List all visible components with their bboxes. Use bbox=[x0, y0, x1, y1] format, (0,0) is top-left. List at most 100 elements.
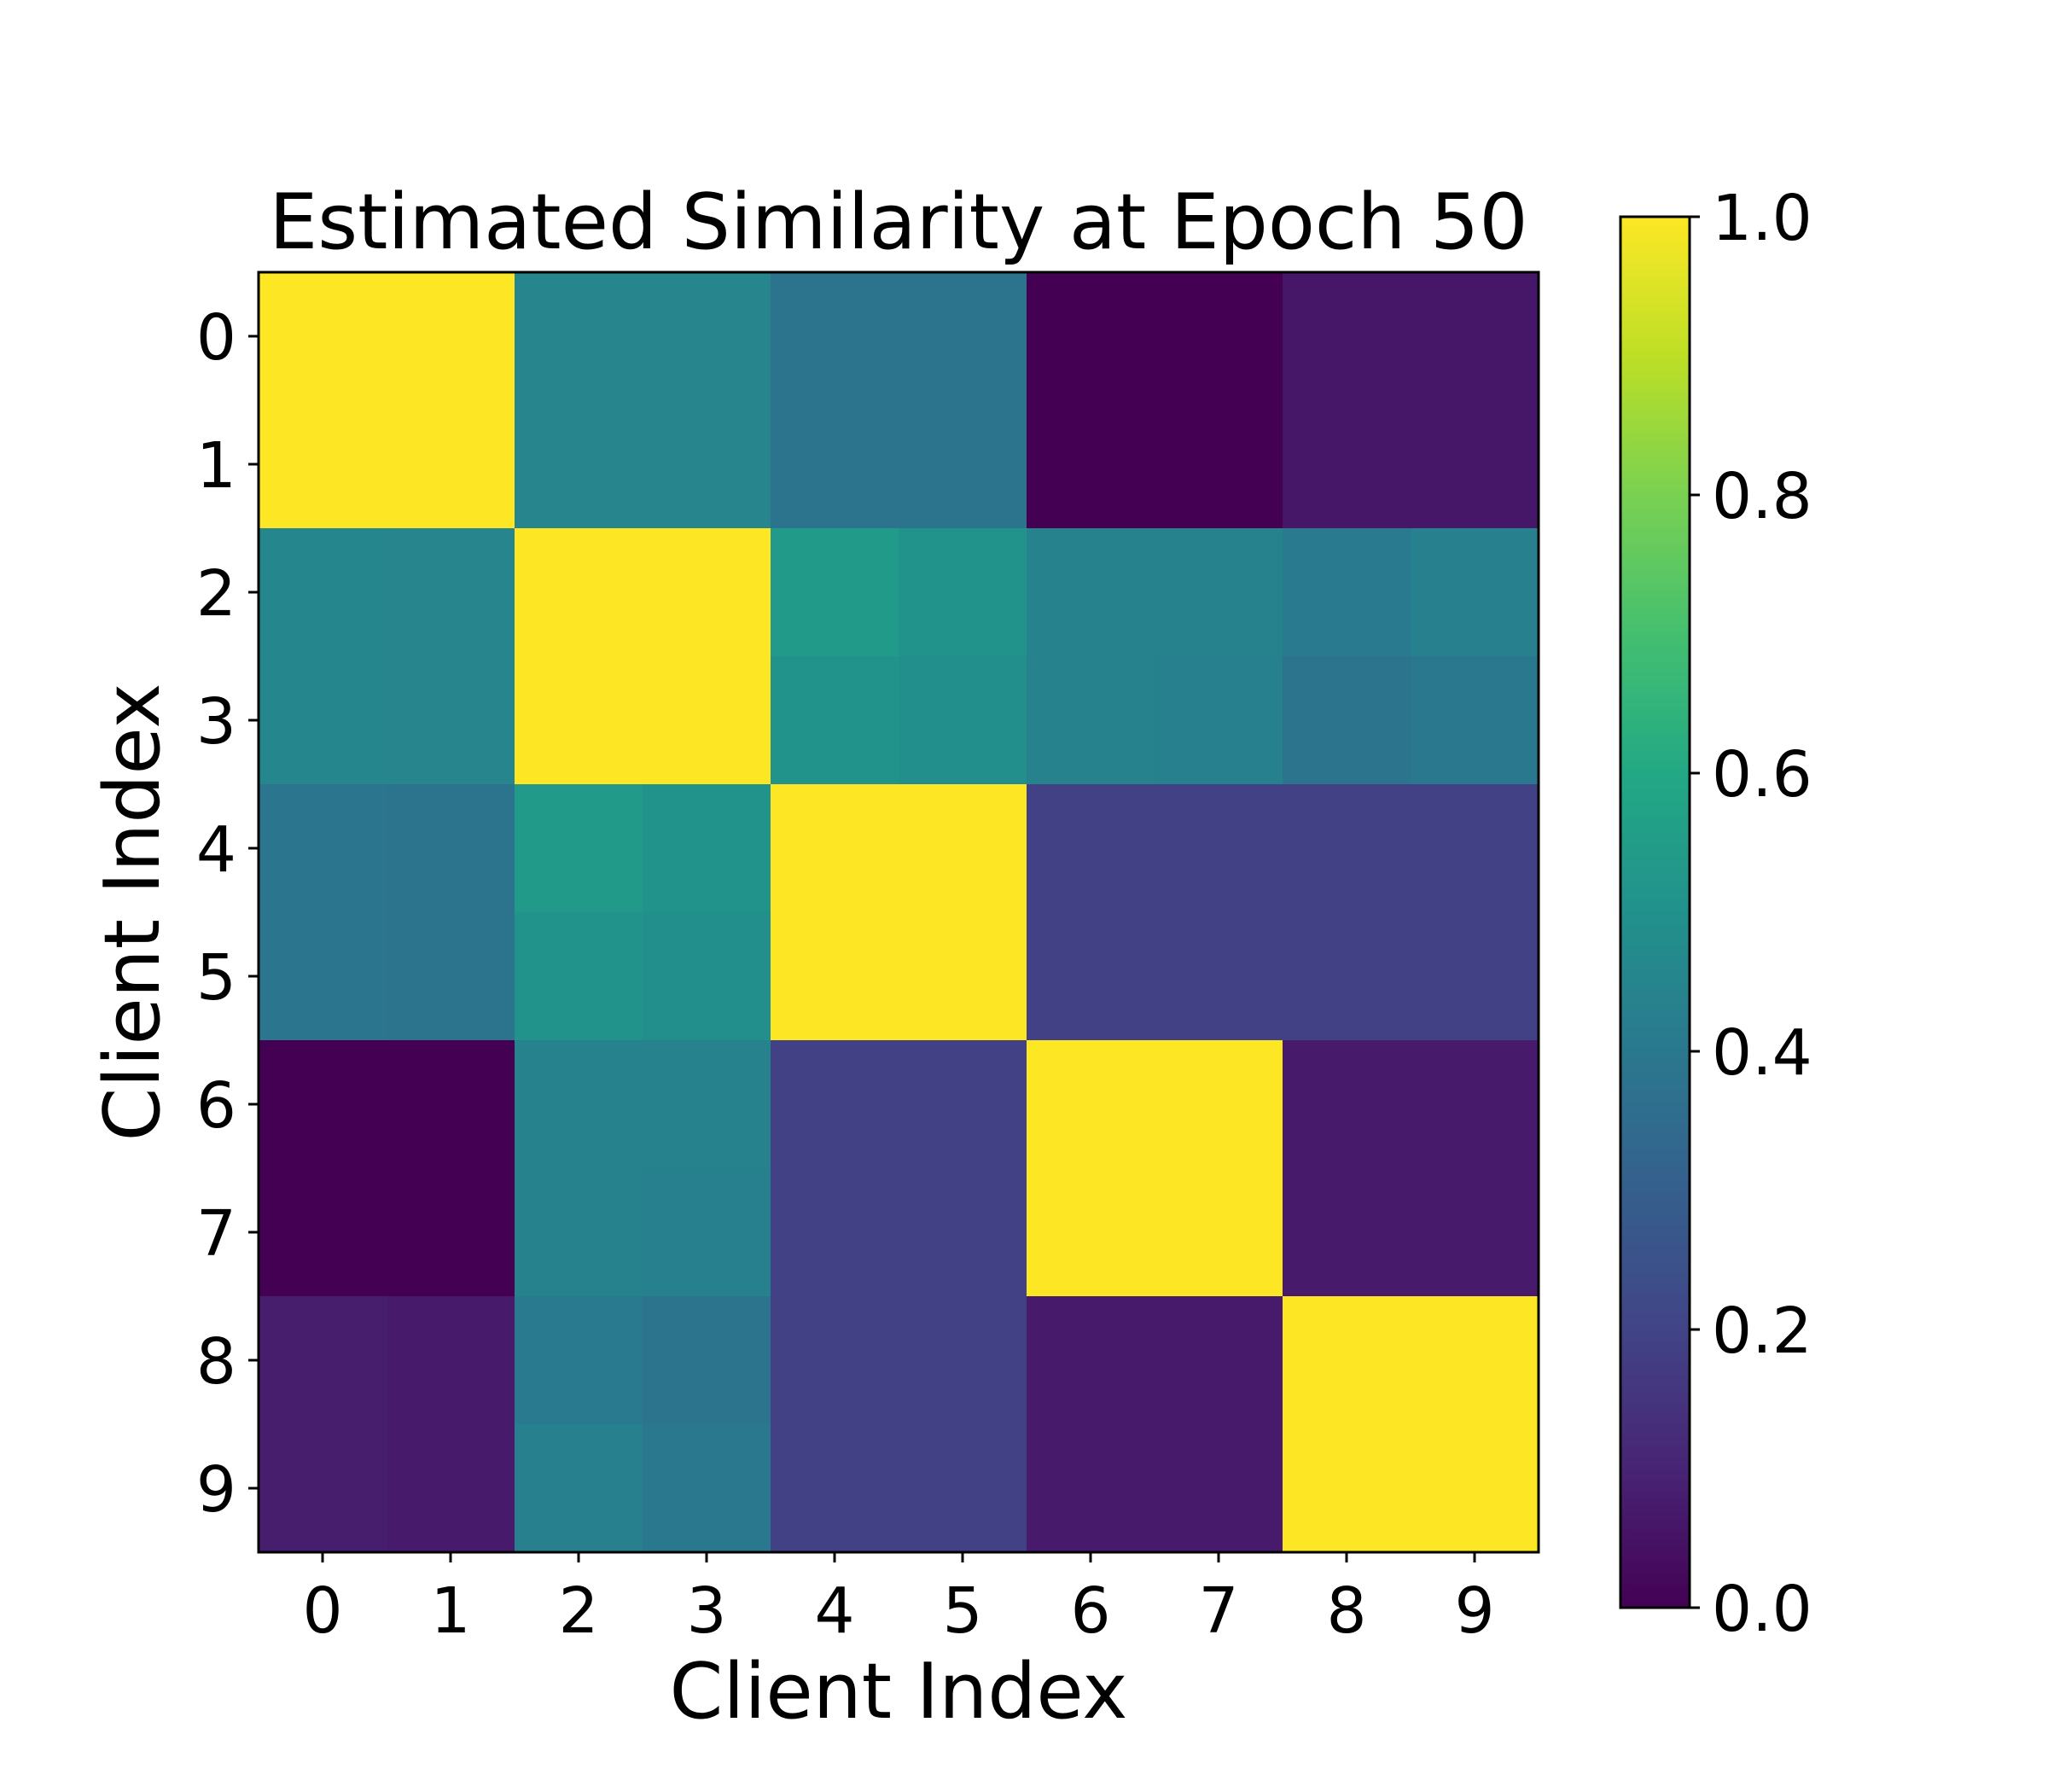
colorbar-tick-label: 1.0 bbox=[1712, 182, 1812, 255]
heatmap-cell-r6-c5 bbox=[899, 1040, 1027, 1169]
x-tick-label: 0 bbox=[302, 1574, 342, 1648]
y-axis: 0 1 2 3 4 5 6 7 8 9 bbox=[196, 301, 259, 1527]
colorbar-tick-label: 0.0 bbox=[1712, 1573, 1812, 1646]
y-tick-label: 5 bbox=[196, 941, 236, 1015]
y-tick-label: 3 bbox=[196, 685, 236, 759]
heatmap-cell-r0-c8 bbox=[1283, 272, 1411, 401]
heatmap-cell-r7-c3 bbox=[643, 1168, 771, 1297]
heatmap-cell-r8-c3 bbox=[643, 1296, 771, 1425]
heatmap-cell-r6-c0 bbox=[259, 1040, 387, 1169]
heatmap-cell-r3-c5 bbox=[899, 656, 1027, 785]
heatmap-cell-r9-c1 bbox=[387, 1424, 515, 1553]
heatmap-cell-r4-c8 bbox=[1283, 784, 1411, 913]
heatmap-cell-r5-c9 bbox=[1411, 912, 1539, 1041]
heatmap-cell-r6-c3 bbox=[643, 1040, 771, 1169]
heatmap-cell-r5-c1 bbox=[387, 912, 515, 1041]
heatmap-cell-r9-c3 bbox=[643, 1424, 771, 1553]
y-tick-label: 0 bbox=[196, 301, 236, 375]
chart-title: Estimated Similarity at Epoch 50 bbox=[269, 177, 1527, 267]
heatmap-cell-r1-c0 bbox=[259, 400, 387, 529]
heatmap-cell-r4-c1 bbox=[387, 784, 515, 913]
heatmap-cell-r0-c1 bbox=[387, 272, 515, 401]
heatmap-cell-r2-c1 bbox=[387, 528, 515, 657]
heatmap-cell-r1-c2 bbox=[515, 400, 643, 529]
heatmap-cell-r6-c8 bbox=[1283, 1040, 1411, 1169]
heatmap-cell-r0-c3 bbox=[643, 272, 771, 401]
x-tick-label: 4 bbox=[814, 1574, 854, 1648]
heatmap-cell-r6-c7 bbox=[1155, 1040, 1283, 1169]
heatmap-cell-r0-c4 bbox=[771, 272, 899, 401]
heatmap-cell-r0-c5 bbox=[899, 272, 1027, 401]
heatmap-cell-r1-c5 bbox=[899, 400, 1027, 529]
colorbar-tick-label: 0.8 bbox=[1712, 460, 1812, 533]
heatmap-cell-r4-c5 bbox=[899, 784, 1027, 913]
heatmap-cell-r6-c6 bbox=[1027, 1040, 1155, 1169]
heatmap-cell-r9-c0 bbox=[259, 1424, 387, 1553]
heatmap-cell-r1-c7 bbox=[1155, 400, 1283, 529]
y-tick-label: 7 bbox=[196, 1197, 236, 1271]
y-tick-label: 8 bbox=[196, 1325, 236, 1399]
heatmap-cell-r4-c2 bbox=[515, 784, 643, 913]
y-tick-label: 4 bbox=[196, 813, 236, 887]
y-tick-label: 1 bbox=[196, 429, 236, 503]
x-tick-label: 5 bbox=[942, 1574, 982, 1648]
heatmap-cell-r5-c5 bbox=[899, 912, 1027, 1041]
heatmap-cell-r3-c9 bbox=[1411, 656, 1539, 785]
x-tick-label: 7 bbox=[1198, 1574, 1238, 1648]
heatmap-cell-r8-c4 bbox=[771, 1296, 899, 1425]
heatmap-cell-r9-c2 bbox=[515, 1424, 643, 1553]
heatmap-cell-r1-c3 bbox=[643, 400, 771, 529]
heatmap-cell-r9-c7 bbox=[1155, 1424, 1283, 1553]
heatmap-cell-r5-c4 bbox=[771, 912, 899, 1041]
x-tick-label: 9 bbox=[1454, 1574, 1494, 1648]
heatmap-cell-r4-c9 bbox=[1411, 784, 1539, 913]
x-tick-label: 1 bbox=[430, 1574, 470, 1648]
heatmap-cell-r7-c2 bbox=[515, 1168, 643, 1297]
y-tick-label: 2 bbox=[196, 557, 236, 631]
heatmap-cell-r4-c0 bbox=[259, 784, 387, 913]
y-axis-label: Client Index bbox=[88, 684, 177, 1142]
heatmap-cell-r8-c1 bbox=[387, 1296, 515, 1425]
heatmap-cell-r9-c9 bbox=[1411, 1424, 1539, 1553]
heatmap-cell-r3-c3 bbox=[643, 656, 771, 785]
heatmap-cell-r0-c7 bbox=[1155, 272, 1283, 401]
heatmap-cell-r1-c8 bbox=[1283, 400, 1411, 529]
x-axis-label: Client Index bbox=[670, 1647, 1128, 1737]
colorbar-tick-label: 0.4 bbox=[1712, 1016, 1812, 1090]
heatmap-cell-r1-c4 bbox=[771, 400, 899, 529]
heatmap-cell-r3-c4 bbox=[771, 656, 899, 785]
heatmap-cell-r9-c6 bbox=[1027, 1424, 1155, 1553]
colorbar-tick-label: 0.6 bbox=[1712, 738, 1812, 812]
heatmap-cell-r2-c2 bbox=[515, 528, 643, 657]
heatmap-cell-r4-c4 bbox=[771, 784, 899, 913]
heatmap-cell-r2-c0 bbox=[259, 528, 387, 657]
heatmap-cell-r2-c7 bbox=[1155, 528, 1283, 657]
heatmap-cell-r3-c6 bbox=[1027, 656, 1155, 785]
x-tick-label: 3 bbox=[686, 1574, 726, 1648]
heatmap-cell-r8-c9 bbox=[1411, 1296, 1539, 1425]
heatmap-cell-r9-c8 bbox=[1283, 1424, 1411, 1553]
heatmap-cell-r4-c7 bbox=[1155, 784, 1283, 913]
heatmap-cell-r1-c6 bbox=[1027, 400, 1155, 529]
colorbar-gradient bbox=[1620, 217, 1690, 1608]
heatmap-cell-r0-c2 bbox=[515, 272, 643, 401]
heatmap-cell-r7-c7 bbox=[1155, 1168, 1283, 1297]
colorbar: 0.0 0.2 0.4 0.6 0.8 1.0 bbox=[1619, 182, 1812, 1646]
heatmap-cell-r2-c4 bbox=[771, 528, 899, 657]
heatmap-cell-r3-c2 bbox=[515, 656, 643, 785]
heatmap-cell-r6-c2 bbox=[515, 1040, 643, 1169]
heatmap-cell-r3-c0 bbox=[259, 656, 387, 785]
heatmap-cell-r2-c8 bbox=[1283, 528, 1411, 657]
heatmap-cell-r8-c2 bbox=[515, 1296, 643, 1425]
heatmap-cell-r5-c3 bbox=[643, 912, 771, 1041]
heatmap-cell-r3-c8 bbox=[1283, 656, 1411, 785]
heatmap-cell-r4-c3 bbox=[643, 784, 771, 913]
heatmap-cell-r8-c7 bbox=[1155, 1296, 1283, 1425]
heatmap-cell-r5-c2 bbox=[515, 912, 643, 1041]
heatmap-cell-r3-c1 bbox=[387, 656, 515, 785]
heatmap-cell-r9-c4 bbox=[771, 1424, 899, 1553]
y-tick-label: 6 bbox=[196, 1069, 236, 1143]
heatmap-cell-r7-c5 bbox=[899, 1168, 1027, 1297]
heatmap-cell-r0-c6 bbox=[1027, 272, 1155, 401]
